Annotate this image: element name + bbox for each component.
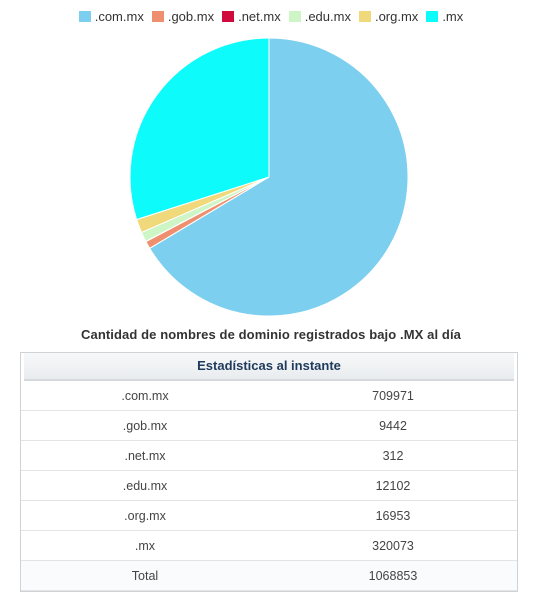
row-name: .edu.mx	[21, 470, 269, 501]
legend-item-org-mx[interactable]: .org.mx	[358, 9, 419, 24]
legend-label: .com.mx	[94, 9, 144, 24]
chart-legend: .com.mx .gob.mx .net.mx .edu.mx .org.mx …	[0, 9, 542, 24]
legend-swatch	[288, 11, 301, 22]
legend-label: .gob.mx	[167, 9, 215, 24]
legend-label: .org.mx	[374, 9, 419, 24]
legend-swatch	[358, 11, 371, 22]
pie-slice-com-mx[interactable]	[149, 37, 409, 317]
row-value: 16953	[269, 500, 517, 531]
row-name: .org.mx	[21, 500, 269, 531]
stats-table: .com.mx 709971 .gob.mx 9442 .net.mx 312 …	[21, 381, 517, 591]
legend-swatch	[151, 11, 164, 22]
total-row: Total 1068853	[21, 560, 517, 591]
table-row: .edu.mx 12102	[21, 470, 517, 501]
total-label: Total	[21, 560, 269, 591]
table-row: .mx 320073	[21, 530, 517, 561]
legend-label: .mx	[442, 9, 464, 24]
legend-label: .edu.mx	[304, 9, 351, 24]
row-name: .net.mx	[21, 440, 269, 471]
pie-chart	[129, 37, 409, 317]
row-value: 12102	[269, 470, 517, 501]
row-value: 709971	[269, 381, 517, 411]
row-name: .gob.mx	[21, 410, 269, 441]
legend-item-mx[interactable]: .mx	[426, 9, 463, 24]
row-value: 9442	[269, 410, 517, 441]
total-value: 1068853	[269, 560, 517, 591]
row-name: .mx	[21, 530, 269, 561]
row-value: 312	[269, 440, 517, 471]
legend-label: .net.mx	[238, 9, 281, 24]
pie-svg	[129, 37, 409, 317]
pie-slice-mx[interactable]	[129, 37, 270, 220]
row-value: 320073	[269, 530, 517, 561]
legend-item-com-mx[interactable]: .com.mx	[78, 9, 144, 24]
table-row: .gob.mx 9442	[21, 410, 517, 441]
stats-header: Estadísticas al instante	[24, 353, 514, 381]
table-row: .net.mx 312	[21, 440, 517, 471]
table-row: .org.mx 16953	[21, 500, 517, 531]
legend-item-gob-mx[interactable]: .gob.mx	[151, 9, 215, 24]
legend-swatch	[426, 11, 439, 22]
row-name: .com.mx	[21, 381, 269, 411]
legend-item-net-mx[interactable]: .net.mx	[222, 9, 281, 24]
legend-swatch	[78, 11, 91, 22]
table-row: .com.mx 709971	[21, 381, 517, 411]
chart-title: Cantidad de nombres de dominio registrad…	[81, 327, 461, 342]
legend-swatch	[222, 11, 235, 22]
legend-item-edu-mx[interactable]: .edu.mx	[288, 9, 351, 24]
stats-panel: Estadísticas al instante .com.mx 709971 …	[20, 352, 518, 592]
